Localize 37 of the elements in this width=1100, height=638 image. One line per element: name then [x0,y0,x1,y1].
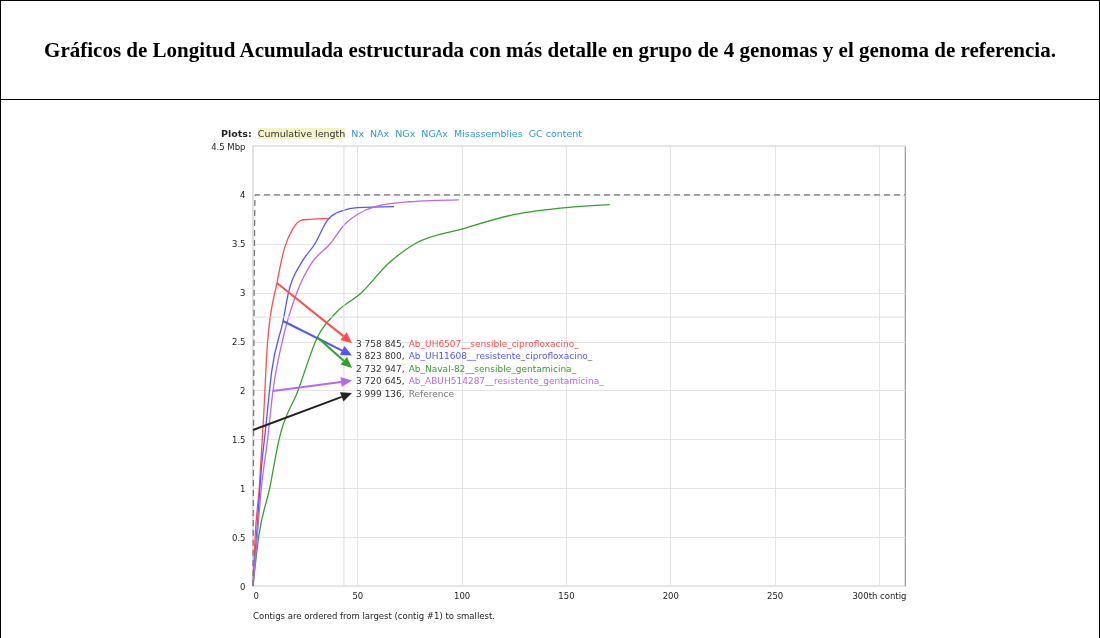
text: Ab_Naval-82__sensible_gentamicina_ [408,363,577,374]
y-tick-label: 0 [240,581,246,592]
text: NAx [370,128,390,139]
text: Misassemblies [453,128,523,139]
chart-title: Gráficos de Longitud Acumulada estructurada con más detalle en grupo de 4 genomas y el genoma de referencia. [0,0,1100,100]
annotation: 3 758 845, [356,338,405,349]
text: Reference [408,388,455,399]
text: Ab_UH11608__resistente_ciprofloxacino_ [408,351,593,361]
text: NGAx [421,128,448,139]
y-tick-label: 3.5 [231,239,246,250]
y-tick-label: 2.5 [231,337,246,348]
text: Nx [351,128,365,139]
text: Contigs are ordered from largest (contig #1) to smallest. [253,611,495,621]
y-tick-label: 4 [240,190,246,201]
text: Plots: [221,128,252,139]
x-tick-label: 200 [662,590,679,601]
x-tick-label: 0 [253,590,259,601]
text: GC content [528,128,583,139]
x-tick-label: 50 [352,590,364,601]
annotation: 3 823 800, [356,351,405,361]
x-tick-label: 150 [558,590,575,601]
text: NGx [395,128,416,139]
text: Ab_UH6507__sensible_ciprofloxacino_ [408,338,580,349]
annotation: 3 999 136, [356,388,405,399]
annotation: 2 732 947, [356,363,405,374]
y-tick-label: 1.5 [231,434,246,445]
y-tick-label: 2 [240,385,246,396]
y-tick-label: 3 [240,288,246,299]
text: Ab_ABUH514287__resistente_gentamicina_ [408,376,605,386]
annotation: 3 720 645, [356,376,405,386]
y-tick-label: 0.5 [231,532,246,543]
y-tick-label: 4.5 Mbp [211,141,246,152]
y-tick-label: 1 [240,483,246,494]
x-tick-label: 250 [766,590,784,601]
x-tick-label: 300th contig [852,590,907,601]
x-tick-label: 100 [454,590,471,601]
text: Cumulative length [257,128,346,139]
